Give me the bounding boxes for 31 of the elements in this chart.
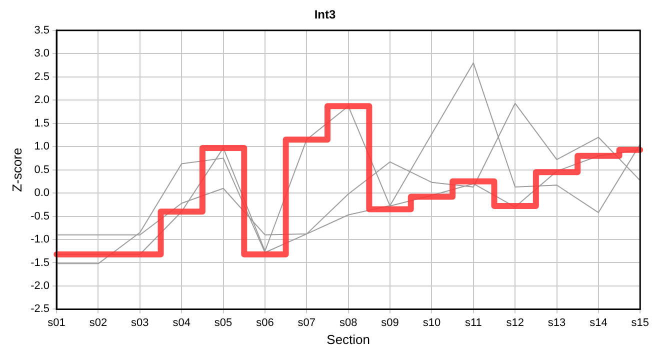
- x-tick-label: s01: [48, 316, 66, 329]
- y-tick-label: -0.5: [30, 210, 50, 222]
- y-tick-label: 3.5: [34, 24, 50, 36]
- y-tick-label: 2.5: [34, 70, 50, 83]
- x-axis-title: Section: [326, 332, 370, 347]
- y-tick-label: -1.5: [30, 256, 50, 269]
- y-tick-label: 1.0: [34, 140, 50, 153]
- x-tick-label: s12: [506, 316, 524, 329]
- x-tick-label: s10: [422, 316, 441, 329]
- y-tick-label: 3.0: [34, 48, 50, 60]
- y-tick-label: 0.0: [34, 187, 50, 200]
- x-tick-label: s08: [339, 316, 358, 329]
- x-tick-label: s04: [172, 316, 190, 329]
- x-tick-label: s06: [256, 316, 274, 329]
- y-tick-label: -2.0: [30, 280, 50, 292]
- x-tick-label: s02: [89, 316, 108, 329]
- x-tick-label: s03: [131, 316, 149, 329]
- chart-title: Int3: [314, 8, 336, 22]
- x-tick-label: s07: [298, 316, 316, 329]
- x-tick-label: s05: [214, 316, 232, 329]
- y-tick-label: -1.0: [30, 234, 50, 246]
- y-tick-label: 0.5: [34, 164, 50, 176]
- x-tick-label: s15: [631, 316, 650, 329]
- x-tick-label: s09: [381, 316, 399, 329]
- y-tick-label: 1.5: [34, 117, 50, 130]
- y-tick-label: -2.5: [30, 303, 50, 316]
- x-tick-label: s13: [548, 316, 566, 329]
- x-tick-label: s11: [464, 316, 482, 329]
- x-tick-label: s14: [590, 316, 608, 329]
- y-tick-label: 2.0: [34, 94, 50, 106]
- y-axis-title: Z-score: [9, 148, 24, 192]
